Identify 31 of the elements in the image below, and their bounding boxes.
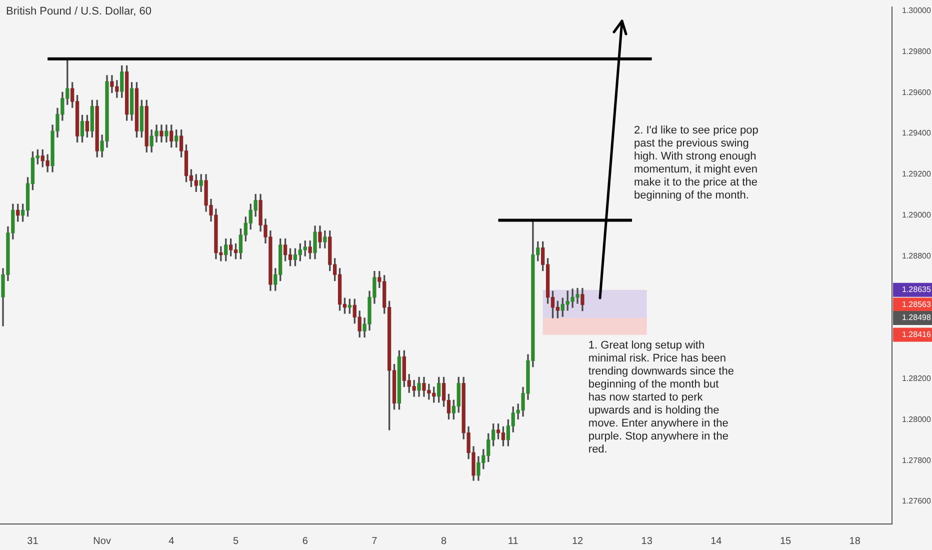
chart-title: British Pound / U.S. Dollar, 60: [6, 6, 152, 18]
y-tick-label: 1.28200: [902, 374, 932, 384]
x-tick-label: 7: [372, 536, 378, 547]
x-tick-label: 14: [710, 536, 722, 547]
annotation: 2. I'd like to see price pop past the previous swing high. With strong enough momentum, it might even make it to the price at the beginning of the month.: [634, 124, 758, 202]
x-tick-label: 13: [641, 536, 653, 547]
y-tick-label: 1.29000: [902, 210, 932, 220]
y-tick-label: 1.27600: [902, 496, 932, 506]
x-tick-label: 31: [27, 536, 39, 547]
y-tick-label: 1.28563: [902, 300, 932, 309]
y-tick-label: 1.27800: [902, 456, 932, 465]
y-tick-label: 1.28800: [902, 251, 932, 260]
x-tick-label: 18: [849, 536, 861, 547]
y-tick-label: 1.28000: [902, 414, 932, 424]
y-tick-label: 1.29800: [902, 46, 932, 56]
y-tick-label: 1.29200: [902, 170, 932, 179]
y-tick-label: 1.29400: [902, 128, 932, 138]
x-tick-label: 12: [572, 536, 584, 547]
x-tick-label: 4: [168, 536, 175, 547]
x-tick-label: 8: [441, 536, 448, 547]
y-tick-label: 1.30000: [902, 6, 932, 16]
x-tick-label: 5: [232, 536, 239, 547]
y-tick-label: 1.28416: [902, 330, 932, 339]
x-tick-label: 15: [780, 536, 792, 547]
x-tick-label: Nov: [93, 536, 111, 547]
y-tick-label: 1.29600: [902, 88, 932, 97]
x-tick-label: 11: [508, 536, 519, 547]
y-tick-label: 1.28498: [902, 313, 932, 322]
y-tick-label: 1.28635: [902, 285, 932, 294]
text: 1. Great long setup with minimal risk. Price has been trending downwards since the beginning of the month but has now started to perk upwards and is holding the move. Enter anywhere in the purple. Stop anywhere in the red.: [588, 340, 734, 456]
x-tick-label: 6: [302, 536, 308, 547]
